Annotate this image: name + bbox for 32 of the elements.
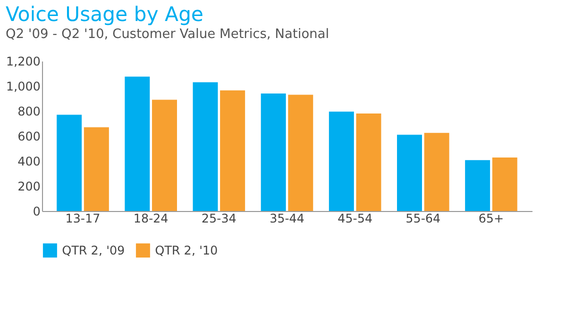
bar: [84, 127, 109, 211]
y-tick-label: 1,200: [6, 54, 40, 68]
bar: [328, 112, 354, 211]
x-tick-label: 35-44: [270, 212, 304, 226]
bar: [260, 94, 286, 211]
legend-label: QTR 2, '09: [62, 243, 125, 258]
y-tick-label: 0: [32, 204, 40, 218]
bar: [424, 132, 450, 211]
x-tick-label: 65+: [478, 212, 504, 226]
y-tick-label: 400: [18, 154, 40, 168]
bar: [492, 158, 518, 211]
bar: [56, 114, 82, 211]
legend-label: QTR 2, '10: [155, 243, 218, 258]
y-tick-label: 200: [18, 180, 40, 194]
chart-title: Voice Usage by Age: [6, 2, 204, 26]
bar: [288, 94, 314, 211]
y-tick-label: 800: [18, 104, 40, 118]
bar: [220, 90, 246, 211]
bar: [356, 114, 382, 211]
bar: [124, 76, 150, 211]
bar: [192, 82, 218, 211]
y-tick-label: 600: [18, 130, 40, 144]
x-tick-label: 13-17: [65, 212, 100, 226]
y-tick-label: 1,000: [6, 80, 40, 94]
bar: [152, 100, 177, 211]
bar: [465, 160, 490, 211]
bar: [397, 134, 422, 211]
x-tick-label: 18-24: [133, 212, 168, 226]
x-tick-label: 55-64: [406, 212, 441, 226]
x-tick-label: 45-54: [338, 212, 372, 226]
chart-subtitle: Q2 '09 - Q2 '10, Customer Value Metrics, National: [6, 27, 330, 42]
x-tick-label: 25-34: [202, 212, 236, 226]
